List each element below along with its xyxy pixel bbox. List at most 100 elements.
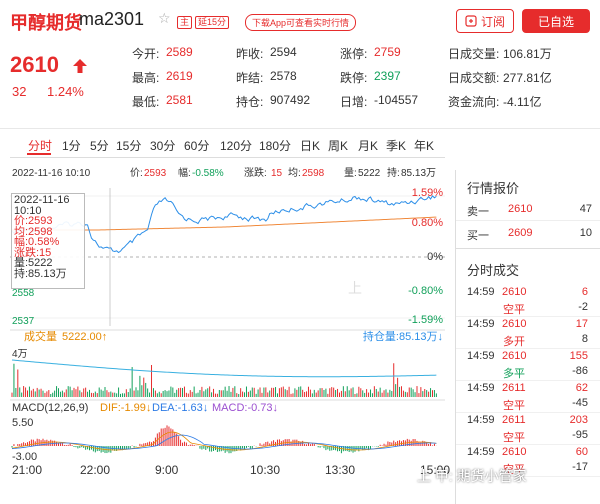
divider (10, 157, 445, 158)
tab-11[interactable]: 季K (386, 139, 407, 153)
ticker-label: 涨跌: (244, 166, 267, 179)
quote-value: 2759 (374, 45, 401, 59)
info-date: 2022-11-16 (14, 194, 70, 206)
quote-panel: 行情报价 卖一 2610 47 买一 2609 10 分时成交 14:59 261… (455, 170, 600, 504)
open-interest-line (11, 359, 437, 378)
ticks-title: 分时成交 (467, 263, 520, 278)
quote-value: 907492 (270, 93, 311, 107)
quote-value: 2581 (166, 93, 193, 107)
quote-label: 持仓: (236, 95, 264, 109)
volume-value: 5222.00↑ (62, 331, 107, 343)
tab-4[interactable]: 30分 (150, 139, 176, 153)
tab-2[interactable]: 5分 (90, 139, 109, 153)
tick-direction: 空平 (503, 400, 525, 412)
tick-price: 2610 (502, 286, 527, 298)
price-change-pct: 1.24% (47, 84, 84, 99)
tick-volume: 62 (575, 382, 588, 394)
dif-line (11, 431, 437, 451)
divider (456, 476, 600, 477)
tab-10[interactable]: 月K (358, 139, 379, 153)
subscribe-icon (465, 15, 477, 27)
x-axis-label: 9:00 (155, 463, 179, 476)
tab-8[interactable]: 日K (300, 139, 321, 153)
tab-0[interactable]: 分时 (28, 139, 53, 153)
tick-volume: 203 (569, 414, 588, 426)
tick-direction: 空平 (503, 304, 525, 316)
divider (0, 128, 600, 129)
ticker-label: 均: (288, 167, 301, 179)
dea-line (11, 434, 437, 450)
star-icon[interactable]: ☆ (158, 10, 171, 26)
tab-9[interactable]: 周K (328, 139, 349, 153)
instrument-name: 甲醇期货 (10, 13, 82, 33)
tab-7[interactable]: 180分 (259, 139, 292, 153)
quote-label: 今开: (132, 47, 160, 61)
info-chg: 涨跌:15 (14, 246, 52, 259)
watchlist-button[interactable]: 已自选 (522, 9, 590, 33)
subscribe-button[interactable]: 订阅 (456, 9, 514, 33)
subscribe-label: 订阅 (480, 14, 505, 29)
tick-price: 2610 (502, 446, 527, 458)
tick-price: 2611 (502, 414, 526, 426)
y-axis-right-label: -0.80% (408, 285, 443, 297)
y-axis-left-label: 2537 (12, 316, 35, 327)
ticker-value: 5222 (358, 168, 381, 179)
volume-label: 成交量 (24, 329, 57, 343)
y-axis-right-label: 0% (427, 251, 443, 263)
ticker-value: 15 (271, 168, 283, 179)
y-axis-right-label: -1.59% (408, 314, 443, 326)
tab-6[interactable]: 120分 (220, 139, 253, 153)
active-tab-indicator (27, 153, 51, 155)
tick-direction: 多平 (503, 368, 525, 380)
x-axis-label: 22:00 (80, 463, 110, 476)
tick-oi-change: -2 (578, 301, 588, 313)
macd-dea: DEA:-1.63↓ (152, 402, 208, 414)
ticker-value: 2593 (144, 168, 167, 179)
tick-time: 14:59 (467, 414, 495, 426)
tab-1[interactable]: 1分 (62, 139, 81, 153)
x-axis-label: 15:00 (420, 463, 450, 476)
last-price: 2610 (10, 52, 59, 77)
info-price: 价:2593 (14, 215, 53, 227)
instrument-code: ma2301 (79, 9, 145, 29)
main-contract-tag: 主 (177, 16, 193, 29)
ticker-label: 量: (344, 167, 357, 179)
delay-tag: 延15分 (195, 16, 230, 29)
quote-panel-title: 行情报价 (467, 181, 520, 196)
ticker-value: 2598 (302, 168, 325, 179)
tab-5[interactable]: 60分 (184, 139, 210, 153)
tick-volume: 155 (569, 350, 588, 362)
tick-oi-change: -17 (572, 461, 588, 473)
info-vol: 量:5222 (14, 257, 53, 269)
chart-watermark: 上 (348, 280, 362, 296)
quote-value: 2594 (270, 45, 297, 59)
divider (456, 248, 600, 249)
ticker-value: 85.13万 (401, 168, 436, 179)
tick-oi-change: 8 (581, 333, 588, 345)
tick-price: 2610 (502, 318, 527, 330)
intraday-chart[interactable]: 2022-11-16 10:10 价: 2593 幅: -0.58% 涨跌: 15 均: 259… (10, 160, 450, 476)
divider (456, 316, 600, 317)
macd-title: MACD(12,26,9) (12, 402, 88, 414)
info-avg: 均:2598 (14, 225, 53, 238)
quote-label: 跌停: (340, 71, 368, 85)
quote-value: -104557 (374, 93, 419, 107)
x-axis-label: 21:00 (12, 463, 42, 476)
quote-value: 2397 (374, 69, 401, 83)
tab-12[interactable]: 年K (414, 139, 435, 153)
macd-y-min: -3.00 (12, 451, 37, 463)
bottom-watermark: 上 甲: 期货小管家 (417, 468, 527, 484)
divider (456, 412, 600, 413)
tab-3[interactable]: 15分 (116, 139, 142, 153)
x-axis-label: 13:30 (325, 463, 355, 476)
macd-y-max: 5.50 (12, 417, 33, 429)
quote-label: 日成交额: (448, 71, 500, 85)
tick-volume: 17 (575, 318, 588, 330)
quote-label: 日成交量: (448, 47, 500, 61)
download-app-link[interactable]: 下载App可查看实时行情 (245, 14, 357, 31)
divider (456, 220, 600, 221)
macd-value: MACD:-0.73↓ (212, 402, 278, 414)
tick-volume: 60 (575, 446, 588, 458)
quote-label: 最低: (132, 95, 160, 109)
quote-value: 2619 (166, 69, 193, 83)
